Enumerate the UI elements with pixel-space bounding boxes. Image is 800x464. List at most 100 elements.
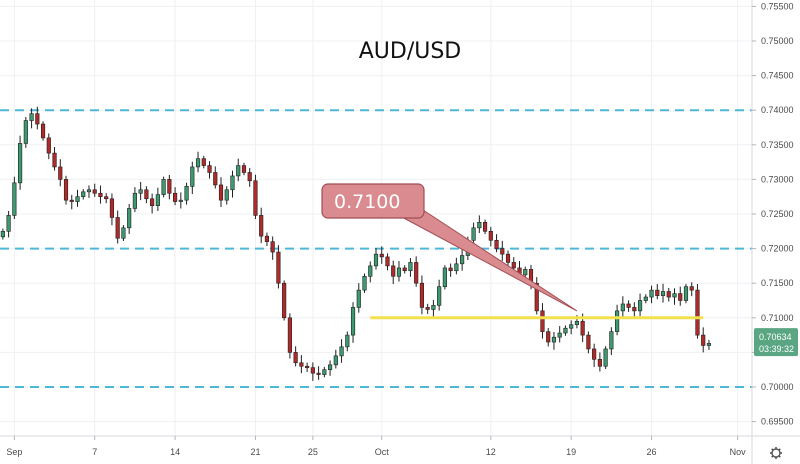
candle — [207, 161, 212, 179]
candle — [666, 287, 671, 302]
candle-body — [69, 199, 74, 202]
candle-body — [190, 166, 195, 187]
candle-body — [253, 180, 258, 216]
candle — [127, 204, 132, 234]
candle — [259, 207, 264, 244]
candle — [144, 186, 149, 204]
candle — [557, 326, 562, 343]
candle — [385, 253, 390, 271]
last-price-countdown: 03:39:32 — [759, 344, 794, 354]
candles — [0, 106, 712, 381]
candle-body — [310, 367, 315, 374]
candle-body — [488, 231, 493, 241]
chart-title: AUD/USD — [359, 39, 462, 64]
candle-body — [592, 348, 597, 360]
candle-body — [586, 334, 591, 350]
candle — [58, 159, 63, 187]
candle-body — [477, 222, 482, 229]
time-tick-label: 14 — [170, 447, 180, 457]
candle — [488, 226, 493, 247]
candle — [391, 260, 396, 285]
candle — [35, 106, 40, 130]
candle — [540, 303, 545, 339]
candle — [173, 187, 178, 206]
candle-body — [23, 120, 28, 144]
candle-body — [247, 172, 252, 182]
candle-body — [482, 222, 488, 232]
candle-body — [98, 192, 103, 198]
candle — [178, 192, 183, 209]
candle — [276, 245, 281, 289]
settings-gear-icon[interactable] — [770, 447, 782, 459]
candle — [167, 174, 172, 200]
candle-body — [241, 165, 247, 173]
candle-body — [299, 362, 304, 367]
candle-body — [448, 267, 453, 272]
candle — [155, 187, 160, 211]
candle — [241, 162, 247, 176]
candle-body — [368, 265, 373, 277]
candle — [0, 228, 5, 240]
candle — [437, 279, 442, 311]
candle — [299, 355, 304, 374]
candle — [230, 170, 235, 198]
candle — [236, 158, 241, 182]
candle-body — [161, 179, 166, 195]
candle — [569, 320, 574, 335]
candle-body — [144, 189, 149, 200]
price-axis: 0.75500 0.75000 0.74500 0.74000 0.73500 0.730… — [751, 0, 794, 464]
candle — [115, 210, 120, 244]
candle-body — [402, 267, 407, 272]
candle-body — [75, 196, 80, 202]
candle-body — [52, 152, 57, 168]
time-tick-label: 12 — [486, 447, 496, 457]
candle — [505, 250, 511, 267]
candle-body — [305, 365, 310, 368]
candle-body — [218, 184, 224, 201]
candle-body — [655, 289, 660, 296]
time-tick-label: 25 — [308, 447, 318, 457]
candle-body — [138, 189, 143, 194]
candle-body — [649, 289, 654, 298]
price-tick-label: 0.72000 — [761, 244, 794, 254]
time-tick-label: 19 — [566, 447, 576, 457]
candle — [563, 325, 568, 336]
candle — [327, 360, 333, 376]
candle-body — [706, 343, 712, 346]
candle — [660, 283, 666, 303]
candle-body — [282, 282, 287, 319]
candle-body — [276, 251, 281, 284]
time-tick-label: Oct — [375, 447, 390, 457]
candle — [586, 331, 591, 354]
candle-body — [683, 286, 689, 301]
candle — [98, 185, 103, 204]
candle-body — [155, 194, 160, 206]
candle-body — [557, 332, 562, 338]
candle-body — [293, 352, 298, 364]
candle — [637, 293, 643, 317]
candle-body — [12, 182, 17, 216]
candle-body — [173, 192, 178, 202]
callout-group: 0.7100 — [321, 183, 578, 312]
candle — [454, 257, 459, 275]
candle — [689, 282, 694, 297]
candle — [287, 313, 292, 359]
candle-body — [603, 348, 608, 367]
candle-body — [40, 123, 46, 139]
candle-body — [6, 215, 11, 232]
candle-body — [626, 303, 631, 308]
candle-body — [178, 199, 183, 202]
price-tick-label: 0.71000 — [761, 313, 794, 323]
candle — [425, 303, 430, 314]
candle-body — [18, 143, 23, 184]
candle-body — [63, 179, 69, 201]
candle-body — [609, 331, 614, 350]
candle — [626, 300, 631, 312]
candle — [649, 285, 654, 304]
gear-ring — [771, 448, 781, 458]
candle — [419, 275, 425, 315]
candle — [460, 247, 465, 271]
candle-body — [500, 248, 505, 255]
candle-body — [425, 307, 430, 310]
candle — [190, 161, 195, 195]
